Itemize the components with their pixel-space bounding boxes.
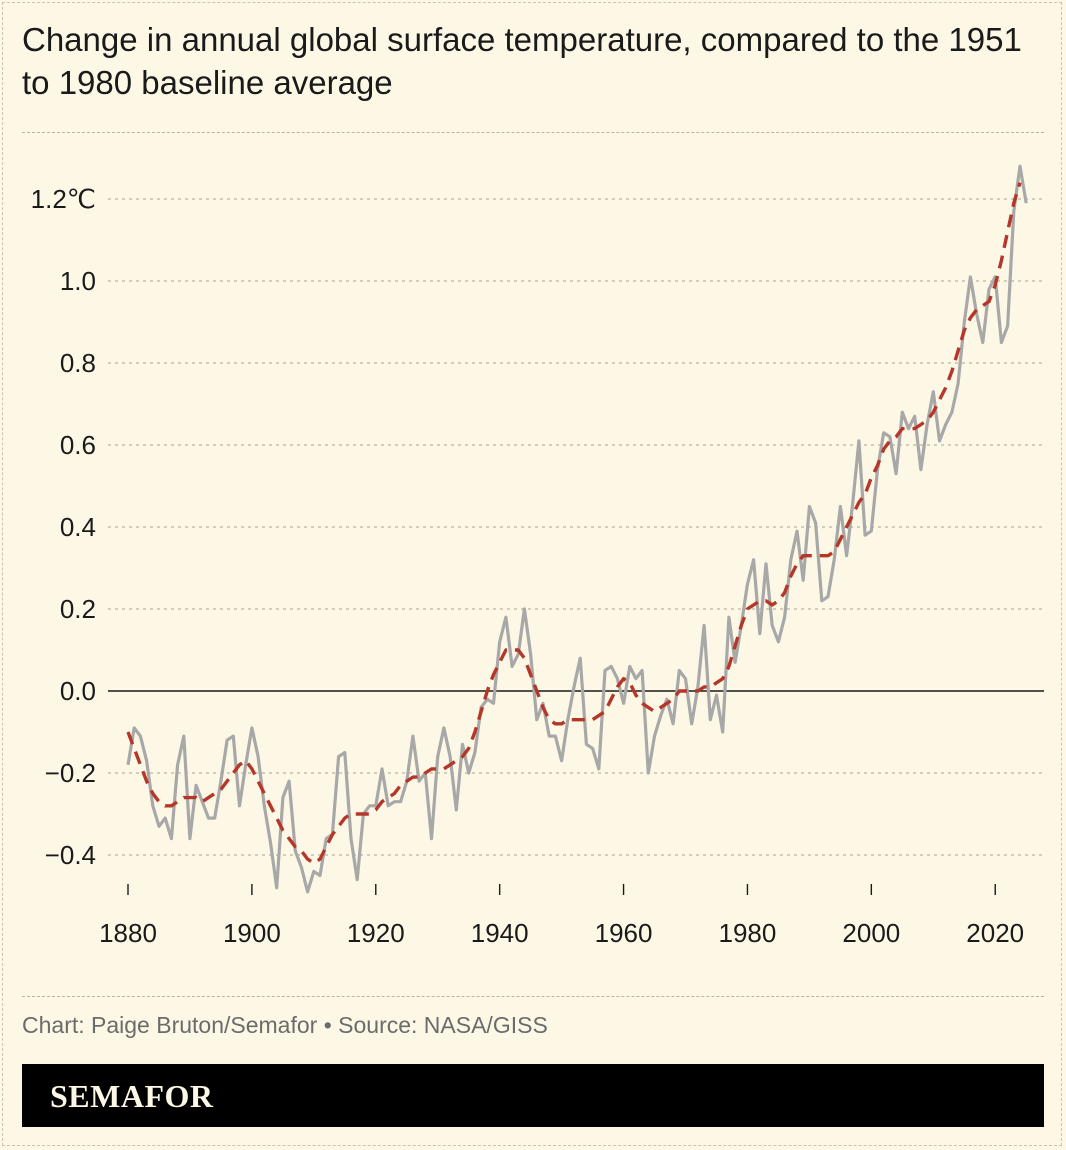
annual-temperature-line <box>126 164 1028 894</box>
x-tick-label: 1920 <box>347 918 405 948</box>
x-tick-label: 1900 <box>223 918 281 948</box>
y-tick-label: 0.8 <box>60 348 96 378</box>
bottom-divider <box>22 996 1044 997</box>
y-tick-label: 1.0 <box>60 266 96 296</box>
y-tick-label: 0.4 <box>60 512 96 542</box>
brand-footer: SEMAFOR <box>22 1064 1044 1127</box>
y-tick-label: 0.2 <box>60 594 96 624</box>
semafor-logo: SEMAFOR <box>50 1078 214 1114</box>
temperature-chart: −0.4−0.20.00.20.40.60.81.01.2℃ 1880 1900 1… <box>31 164 1044 948</box>
y-axis-labels: −0.4 −0.2 0.0 0.2 0.4 0.6 0.8 1.0 1.2℃ <box>31 184 96 870</box>
y-tick-label: −0.4 <box>45 840 96 870</box>
x-tick-label: 2000 <box>842 918 900 948</box>
x-tick-label: 2020 <box>966 918 1024 948</box>
x-tick-label: 1880 <box>99 918 157 948</box>
smoothed-temperature-line <box>126 182 1022 865</box>
x-tick-label: 1960 <box>595 918 653 948</box>
top-divider <box>22 132 1044 133</box>
y-tick-label: 0.6 <box>60 430 96 460</box>
x-axis: 1880 1900 1920 1940 1960 1980 2000 2020 <box>99 884 1024 948</box>
y-tick-label: −0.2 <box>45 758 96 788</box>
chart-credit: Chart: Paige Bruton/Semafor • Source: NA… <box>22 1012 548 1038</box>
y-tick-label: 1.2℃ <box>31 184 96 214</box>
chart-title: Change in annual global surface temperat… <box>22 21 1022 101</box>
x-tick-label: 1940 <box>471 918 529 948</box>
grid-layer <box>108 198 1044 856</box>
y-tick-label: 0.0 <box>60 676 96 706</box>
x-tick-label: 1980 <box>719 918 777 948</box>
